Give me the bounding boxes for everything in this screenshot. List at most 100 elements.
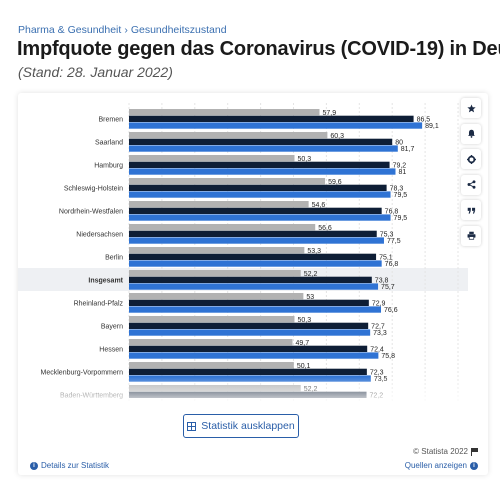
sources-link-label: Quellen anzeigen [404,461,467,470]
bar[interactable] [129,283,379,290]
data-label: 80 [395,140,403,147]
data-label: 53 [306,294,314,301]
favorite-button[interactable] [461,98,481,118]
category-label: Bremen [98,116,123,123]
print-button[interactable] [461,225,481,246]
bar[interactable] [129,145,398,152]
data-label: 86,5 [417,117,431,124]
chart-fade [18,376,488,406]
bar[interactable] [129,201,309,208]
bar[interactable] [129,270,301,277]
data-label: 81,7 [401,146,415,153]
bar[interactable] [129,207,382,214]
cite-button[interactable] [461,200,481,220]
bar[interactable] [129,306,382,313]
data-label: 54,6 [312,202,326,209]
bar[interactable] [129,247,305,254]
expand-statistic-button[interactable]: Statistik ausklappen [183,414,299,438]
data-label: 56,6 [318,225,332,232]
bar[interactable] [129,168,396,175]
data-label: 72,3 [370,370,384,377]
category-label: Rheinland-Pfalz [74,300,124,307]
data-label: 89,1 [425,123,439,130]
data-label: 75,1 [379,255,393,262]
data-label: 53,3 [307,248,321,255]
bar[interactable] [129,345,368,352]
data-label: 75,3 [380,232,394,239]
bar[interactable] [129,230,377,237]
bar[interactable] [129,352,379,359]
data-label: 73,8 [375,278,389,285]
category-label: Insgesamt [88,277,123,284]
details-link[interactable]: i Details zur Statistik [30,461,109,470]
bar[interactable] [129,132,328,139]
data-label: 76,6 [384,307,398,314]
notification-button[interactable] [461,123,481,144]
data-label: 50,3 [297,156,311,163]
bar[interactable] [129,138,393,145]
bar[interactable] [129,237,384,244]
bell-icon [467,129,475,138]
copyright: © Statista 2022 [413,447,478,456]
sources-link[interactable]: Quellen anzeigen i [405,461,478,470]
bar[interactable] [129,339,293,346]
details-link-label: Details zur Statistik [41,461,110,470]
page-title: Impfquote gegen das Coronavirus (COVID-1… [17,38,500,60]
category-label: Schleswig-Holstein [64,185,123,192]
page-subtitle: (Stand: 28. Januar 2022) [18,64,173,80]
bar[interactable] [129,362,294,369]
quote-icon [467,207,475,214]
bar[interactable] [129,184,387,191]
data-label: 57,9 [322,110,336,117]
category-label: Hessen [99,346,123,353]
info-icon: i [30,461,38,470]
data-label: 79,5 [394,192,408,199]
breadcrumb-item-pharma[interactable]: Pharma & Gesundheit [18,24,122,36]
breadcrumb-item-gesundheitszustand[interactable]: Gesundheitszustand [130,24,227,36]
category-label: Bayern [101,323,123,330]
bar[interactable] [129,368,367,375]
category-label: Mecklenburg-Vorpommern [41,369,124,376]
data-label: 75,7 [381,284,395,291]
data-label: 59,6 [328,179,342,186]
share-button[interactable] [461,174,481,195]
bar[interactable] [129,299,369,306]
data-label: 76,8 [385,209,399,216]
bar[interactable] [129,253,377,260]
bar[interactable] [129,329,371,336]
settings-button[interactable] [461,149,481,169]
data-label: 52,2 [304,271,318,278]
data-label: 72,7 [371,324,385,331]
gear-icon [466,154,476,164]
data-label: 79,2 [393,163,407,170]
bar[interactable] [129,260,382,267]
share-icon [467,180,475,189]
bar[interactable] [129,214,391,221]
data-label: 76,8 [385,261,399,268]
flag-icon[interactable] [471,447,478,456]
bar[interactable] [129,322,369,329]
data-label: 73,3 [373,330,387,337]
category-label: Saarland [95,139,123,146]
bar[interactable] [129,316,295,323]
bar[interactable] [129,276,372,283]
bar[interactable] [129,191,391,198]
category-label: Berlin [105,254,123,261]
bar[interactable] [129,155,295,162]
expand-icon [187,421,197,431]
sources-info-icon: i [470,461,478,470]
bar[interactable] [129,224,316,231]
bar[interactable] [129,178,326,185]
category-label: Hamburg [94,162,123,169]
bar[interactable] [129,161,390,168]
bar[interactable] [129,109,320,116]
breadcrumb: Pharma & Gesundheit › Gesundheitszustand [18,24,227,36]
data-label: 50,1 [297,363,311,370]
data-label: 81 [398,169,406,176]
bar[interactable] [129,293,304,300]
toolbar [461,98,483,251]
data-label: 72,4 [370,347,384,354]
bar[interactable] [129,122,423,129]
bar[interactable] [129,115,414,122]
